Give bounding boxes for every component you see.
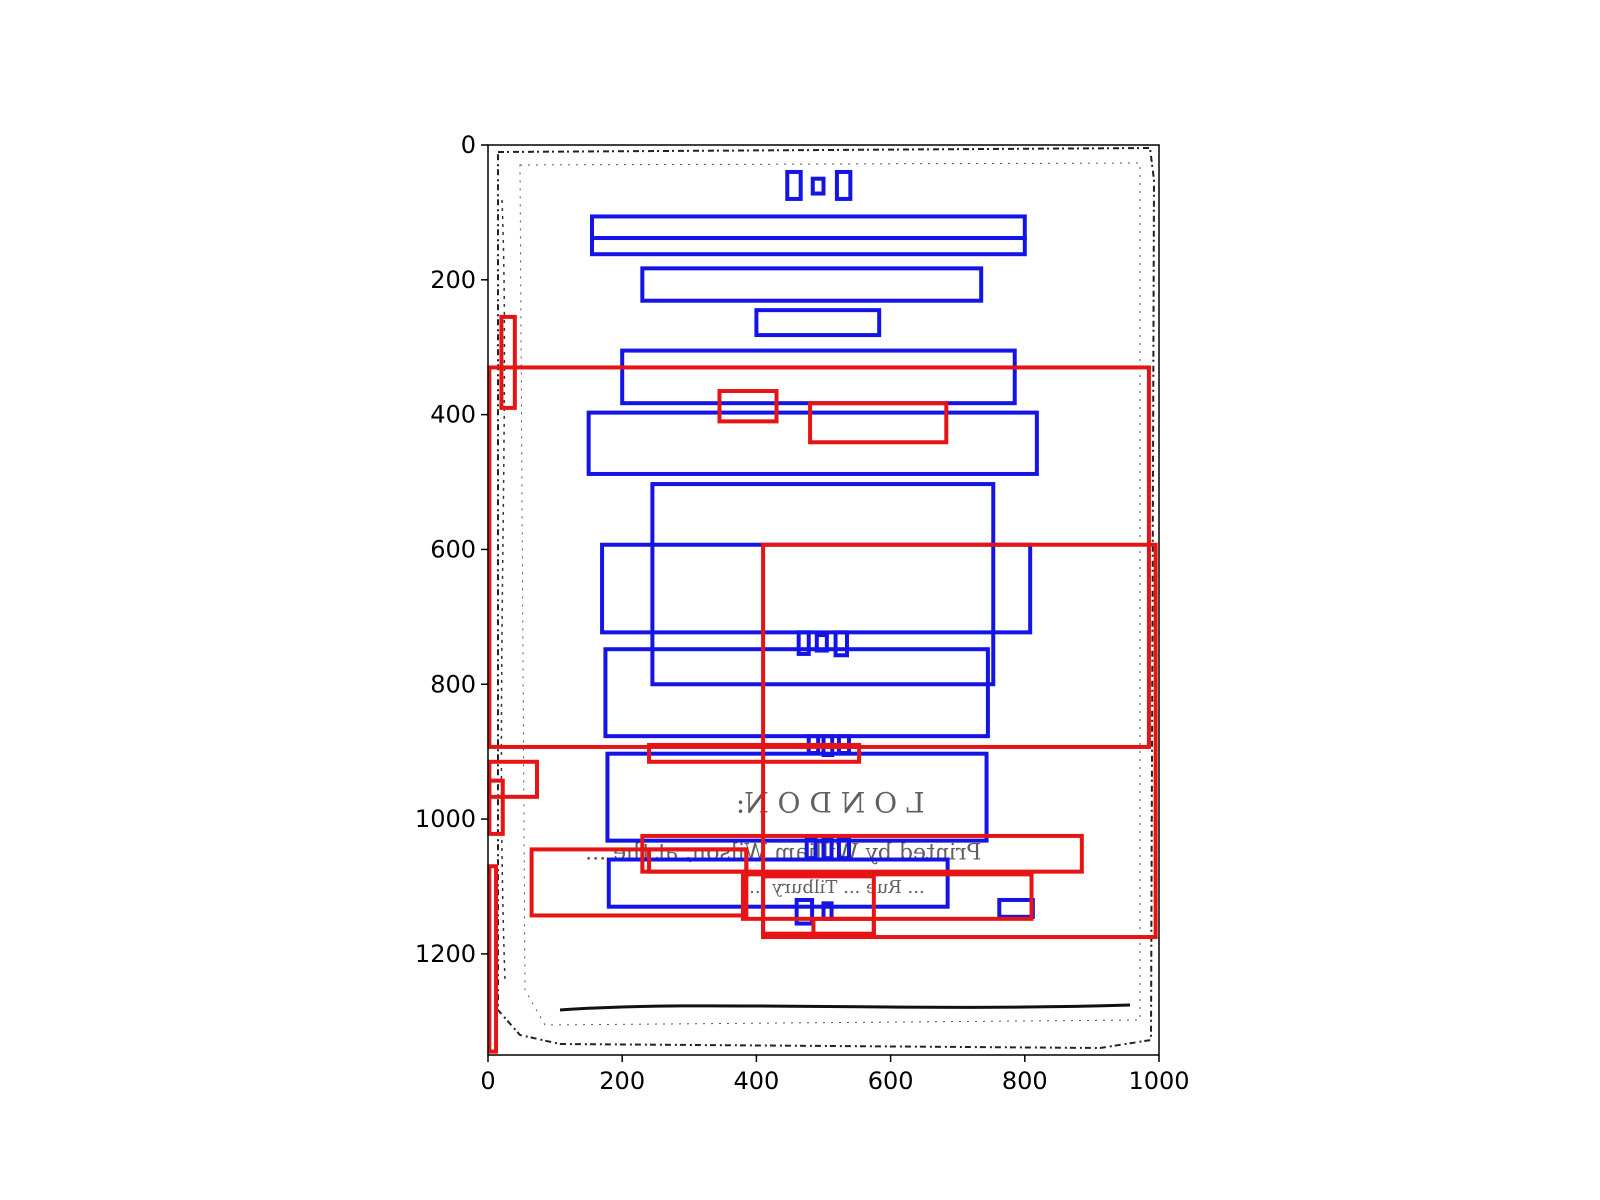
red-bounding-box: [740, 872, 1034, 921]
blue-bounding-box: [810, 176, 826, 196]
page-edge-outline: [497, 146, 1156, 1050]
x-axis: 0 200 400 600 800 1000: [480, 1055, 1190, 1095]
blue-bounding-box: [606, 857, 950, 909]
y-tick-label: 200: [430, 266, 476, 294]
blue-bounding-box: [605, 751, 989, 843]
red-bounding-box: [499, 314, 517, 410]
blue-bounding-box: [650, 482, 996, 687]
blue-bounding-box: [590, 236, 1027, 257]
y-tick-label: 400: [430, 401, 476, 429]
red-bounding-box: [717, 389, 779, 424]
blue-bounding-box: [796, 630, 811, 656]
red-bounding-box: [487, 365, 1151, 749]
bounding-box-layer: [487, 169, 1158, 1054]
blue-bounding-box: [603, 647, 990, 739]
blue-bounding-box: [640, 266, 984, 303]
left-scan-smudge: [500, 199, 506, 981]
page-inner-edge: [519, 162, 1141, 1026]
red-bounding-box: [808, 401, 949, 445]
scanned-text-line: L O N D O N:: [736, 786, 925, 819]
red-bounding-box: [761, 874, 876, 936]
bottom-scan-smudge: [559, 1003, 1131, 1012]
x-tick-label: 200: [599, 1067, 645, 1095]
x-tick-label: 0: [480, 1067, 495, 1095]
scanned-text-line: ... Rue ... Tilbury ...: [749, 877, 925, 898]
y-axis: 0 200 400 600 800 1000 1200: [415, 131, 488, 968]
red-bounding-box: [640, 833, 1084, 874]
blue-bounding-box: [785, 169, 803, 201]
red-bounding-box: [487, 864, 499, 1054]
red-bounding-box: [761, 542, 1158, 940]
scanned-text-line: Printed by William Wilson, at the ...: [585, 841, 981, 866]
x-tick-label: 1000: [1128, 1067, 1189, 1095]
red-bounding-box: [487, 778, 505, 836]
axes-frame: [487, 144, 1160, 1056]
y-tick-label: 600: [430, 535, 476, 563]
y-tick-label: 0: [461, 131, 476, 159]
y-tick-label: 800: [430, 670, 476, 698]
red-bounding-box: [529, 847, 749, 918]
x-tick-label: 800: [1002, 1067, 1048, 1095]
blue-bounding-box: [794, 897, 815, 926]
y-tick-label: 1000: [415, 805, 476, 833]
y-tick-label: 1200: [415, 940, 476, 968]
red-bounding-box: [647, 742, 862, 764]
scanned-text: Printed by William Wilson, at the ...: [585, 841, 981, 866]
scanned-text: ... Rue ... Tilbury ...: [749, 877, 925, 898]
blue-bounding-box: [754, 308, 882, 338]
blue-bounding-box: [586, 410, 1039, 476]
x-tick-label: 400: [733, 1067, 779, 1095]
scanned-text-layer: L O N D O N: Printed by William Wilson, a…: [585, 786, 981, 898]
scanned-text: L O N D O N:: [736, 786, 925, 819]
x-tick-label: 600: [868, 1067, 914, 1095]
blue-bounding-box: [833, 630, 849, 658]
blue-bounding-box: [834, 169, 853, 201]
red-bounding-box: [811, 916, 876, 938]
